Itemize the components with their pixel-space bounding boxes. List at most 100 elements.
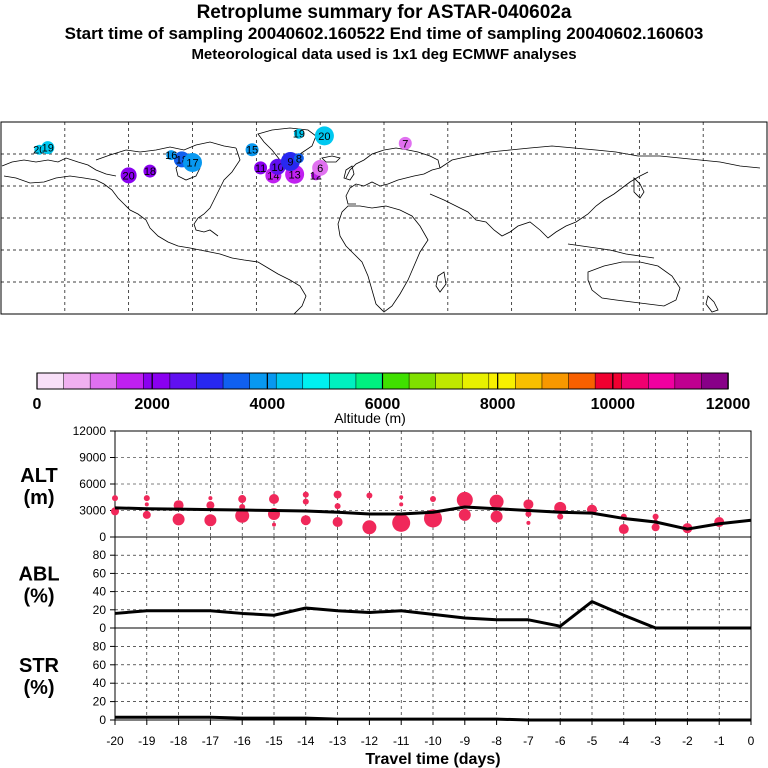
map-cluster-label: 6	[317, 163, 323, 175]
coast-uk	[343, 165, 355, 181]
map-cluster-marker	[293, 128, 304, 139]
altitude-cluster-dot	[206, 501, 215, 510]
altitude-cluster-dot	[456, 491, 473, 508]
y-tick-label: 60	[93, 566, 107, 580]
x-tick-label: -11	[393, 734, 410, 748]
x-tick-label: -14	[297, 734, 315, 748]
colorbar-cell	[382, 372, 410, 390]
meteo-data-line: Meteorological data used is 1x1 deg ECMW…	[191, 46, 577, 63]
altitude-cluster-dot	[362, 520, 377, 535]
x-tick-label: -4	[618, 734, 629, 748]
y-axis-label: ALT	[20, 465, 57, 487]
y-tick-label: 40	[93, 676, 107, 690]
coast-asia-north	[439, 145, 761, 169]
coast-europe	[345, 147, 441, 205]
map-cluster-label: 19	[42, 143, 54, 155]
plot-title: Retroplume summary for ASTAR-040602a	[196, 2, 572, 23]
colorbar-tick-label: 0	[33, 396, 42, 413]
altitude-cluster-dot	[208, 496, 213, 501]
x-tick-label: -5	[587, 734, 598, 748]
y-axis-unit: (%)	[23, 677, 54, 699]
altitude-cluster-dot	[332, 516, 343, 527]
map-cluster-label: 16	[165, 150, 177, 162]
altitude-cluster-dot	[366, 492, 373, 499]
altitude-cluster-dot	[526, 520, 531, 525]
y-tick-label: 6000	[79, 477, 106, 491]
map-cluster-label: 20	[123, 170, 135, 182]
coast-central-america	[199, 249, 233, 259]
altitude-cluster-dot	[652, 513, 659, 520]
x-tick-label: -18	[170, 734, 188, 748]
colorbar-cell	[169, 372, 198, 390]
colorbar-tick-label: 10000	[591, 396, 636, 413]
x-tick-label: -10	[424, 734, 442, 748]
x-tick-label: -16	[234, 734, 252, 748]
altitude-cluster-dot	[618, 524, 629, 535]
series-line-alt	[114, 505, 752, 531]
map-cluster-marker	[41, 141, 55, 155]
map-cluster-marker	[398, 136, 412, 150]
y-tick-label: 0	[99, 621, 106, 635]
altitude-cluster-dot	[489, 494, 504, 509]
colorbar-cell	[515, 372, 543, 390]
x-tick-label: -19	[138, 734, 156, 748]
y-tick-label: 40	[93, 585, 107, 599]
altitude-cluster-dot	[235, 508, 250, 523]
coast-greenland	[257, 127, 317, 163]
coast-australia	[587, 261, 681, 307]
map-cluster-label: 9	[287, 156, 293, 168]
altitude-cluster-dot	[399, 495, 404, 500]
x-tick-label: -3	[650, 734, 661, 748]
altitude-cluster-dot	[272, 522, 276, 527]
y-axis-label: ABL	[18, 564, 59, 586]
map-cluster-marker	[314, 126, 334, 146]
x-axis-label: Travel time (days)	[365, 751, 500, 768]
coastlines	[1, 127, 761, 314]
x-tick-label: -20	[106, 734, 124, 748]
x-tick-label: -13	[329, 734, 347, 748]
altitude-cluster-dot	[430, 496, 436, 503]
altitude-cluster-dot	[523, 499, 534, 510]
colorbar-cell	[36, 372, 65, 390]
colorbar-tick-label: 8000	[480, 396, 516, 413]
altitude-cluster-dot	[142, 510, 151, 519]
sampling-time-line: Start time of sampling 20040602.160522 E…	[64, 24, 704, 43]
coast-indonesia	[567, 243, 655, 259]
x-tick-label: -17	[202, 734, 220, 748]
altitude-cluster-dot	[399, 502, 404, 507]
altitude-cluster-dot	[144, 502, 149, 507]
map-cluster-label: 17	[186, 158, 198, 170]
x-tick-label: 0	[748, 734, 755, 748]
colorbar-cell	[329, 372, 357, 390]
x-tick-label: -12	[361, 734, 379, 748]
coast-iceland	[321, 155, 341, 163]
map-cluster-label: 11	[255, 163, 266, 175]
coast-north-america-west	[3, 175, 201, 251]
map-cluster-marker	[143, 164, 157, 178]
map-cluster-label: 19	[293, 129, 305, 141]
colorbar-cell	[488, 372, 517, 390]
map-cluster-label: 18	[144, 166, 156, 178]
colorbar-cell	[89, 372, 118, 390]
map-cluster-label: 8	[296, 153, 302, 165]
colorbar-cell	[648, 372, 676, 390]
y-axis-unit: (%)	[23, 586, 54, 608]
colorbar-cell	[196, 372, 224, 390]
coast-new-zealand	[705, 295, 719, 313]
altitude-cluster-dot	[239, 503, 246, 510]
series-line-str	[115, 715, 751, 722]
altitude-cluster-dot	[651, 523, 660, 532]
y-tick-label: 80	[93, 548, 107, 562]
y-axis-unit: (m)	[23, 487, 54, 509]
map-cluster-label: 20	[318, 131, 330, 143]
coast-south-america	[231, 257, 307, 314]
coast-madagascar	[435, 271, 447, 293]
colorbar-cell	[461, 372, 490, 390]
x-tick-label: -8	[491, 734, 502, 748]
coast-africa	[337, 205, 429, 313]
map-cluster-label: 15	[246, 145, 258, 157]
altitude-cluster-dot	[490, 510, 503, 523]
colorbar-cell	[701, 372, 729, 390]
colorbar-cell	[594, 372, 623, 390]
map-cluster-marker	[166, 150, 177, 161]
